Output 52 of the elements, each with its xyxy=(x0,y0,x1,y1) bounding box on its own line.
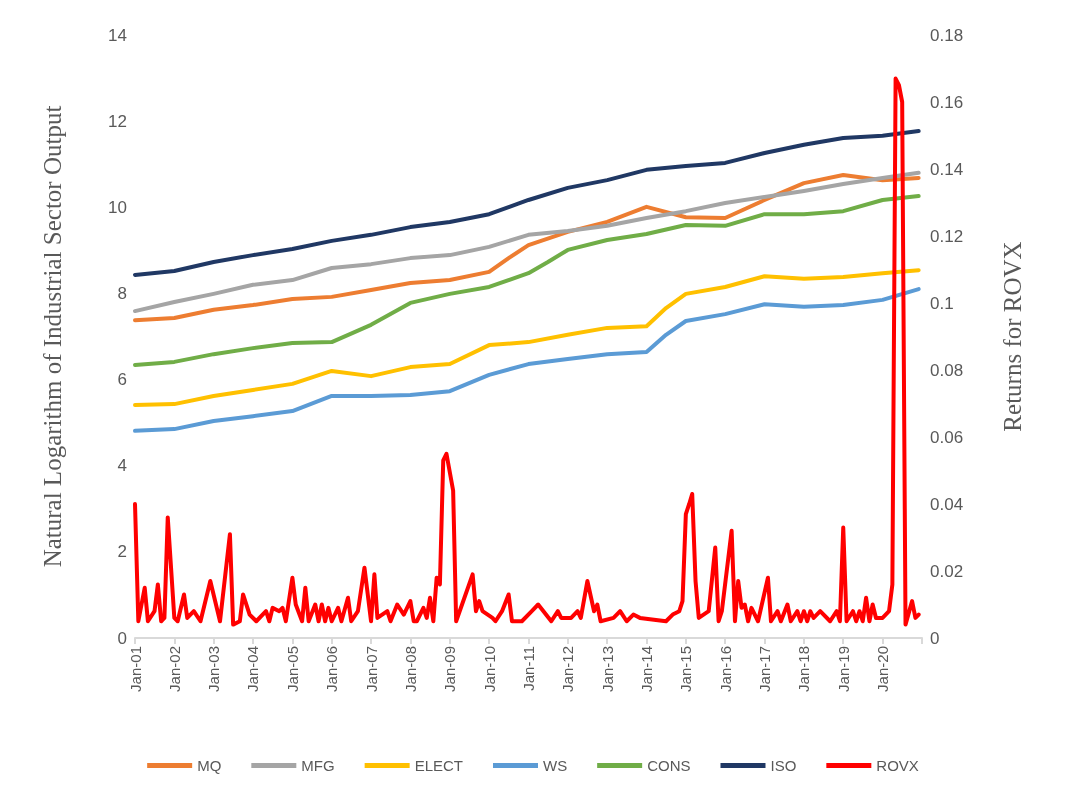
x-tick-label: Jan-09 xyxy=(441,646,459,692)
y-tick-label: 8 xyxy=(117,283,127,303)
line-series xyxy=(133,287,921,433)
legend-label: MQ xyxy=(197,757,222,774)
y-tick-label: 0 xyxy=(117,628,127,648)
y-axis-title: Natural Logarithm of Industrial Sector Output xyxy=(39,105,66,568)
y2-tick-label: 0.12 xyxy=(930,226,964,246)
x-tick-label: Jan-17 xyxy=(756,646,774,692)
line-series xyxy=(133,194,921,367)
x-tick-label: Jan-19 xyxy=(834,646,852,692)
legend-label: MFG xyxy=(301,757,335,774)
y-tick-label: 4 xyxy=(117,456,127,476)
y2-tick-label: 0.08 xyxy=(930,360,964,380)
x-tick-label: Jan-07 xyxy=(362,646,380,692)
y2-tick-label: 0.14 xyxy=(930,159,964,179)
y-tick-label: 6 xyxy=(117,370,127,390)
y2-axis-title: Returns for ROVX xyxy=(999,241,1026,432)
x-tick-label: Jan-18 xyxy=(795,646,813,692)
line-series xyxy=(133,129,921,277)
x-tick-label: Jan-12 xyxy=(559,646,577,692)
line-series xyxy=(133,76,921,627)
legend-label: ISO xyxy=(770,757,797,774)
y-tick-label: 14 xyxy=(108,25,127,45)
y2-tick-label: 0.02 xyxy=(930,561,964,581)
x-tick-label: Jan-15 xyxy=(677,646,695,692)
x-tick-label: Jan-16 xyxy=(716,646,734,692)
y2-tick-label: 0.18 xyxy=(930,25,964,45)
x-tick-label: Jan-02 xyxy=(165,646,183,692)
legend-label: ELECT xyxy=(414,757,463,774)
x-tick-label: Jan-05 xyxy=(283,646,301,692)
y-tick-label: 2 xyxy=(117,542,127,562)
y2-tick-label: 0 xyxy=(930,628,940,648)
x-tick-label: Jan-10 xyxy=(480,646,498,692)
x-tick-label: Jan-06 xyxy=(323,646,341,692)
y-tick-label: 10 xyxy=(108,197,127,217)
x-tick-label: Jan-13 xyxy=(598,646,616,692)
x-tick-label: Jan-20 xyxy=(874,646,892,692)
x-tick-label: Jan-14 xyxy=(638,646,656,692)
y2-tick-label: 0.06 xyxy=(930,427,964,447)
x-tick-label: Jan-04 xyxy=(244,646,262,692)
legend-label: ROVX xyxy=(876,757,919,774)
line-series xyxy=(133,268,921,407)
x-tick-label: Jan-08 xyxy=(401,646,419,692)
y2-tick-label: 0.16 xyxy=(930,92,964,112)
y2-tick-label: 0.04 xyxy=(930,494,964,514)
x-tick-label: Jan-01 xyxy=(126,646,144,692)
y2-tick-label: 0.1 xyxy=(930,293,954,313)
y-tick-label: 12 xyxy=(108,111,127,131)
legend-label: CONS xyxy=(647,757,691,774)
x-tick-label: Jan-11 xyxy=(519,646,537,691)
x-tick-label: Jan-03 xyxy=(205,646,223,692)
legend-label: WS xyxy=(542,757,568,774)
